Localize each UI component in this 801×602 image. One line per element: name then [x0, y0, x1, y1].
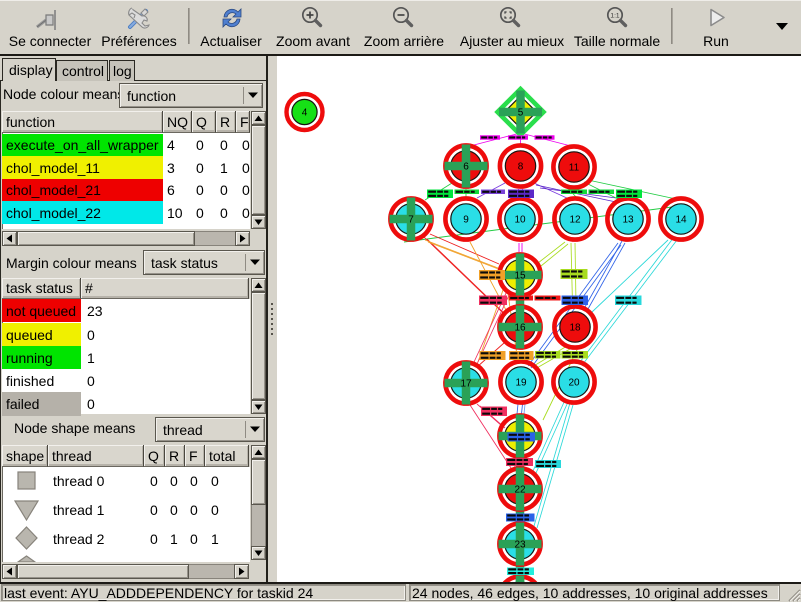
- svg-text:11: 11: [569, 163, 580, 174]
- svg-text:13: 13: [622, 215, 634, 226]
- svg-text:4: 4: [302, 108, 308, 119]
- svg-text:18: 18: [569, 323, 581, 334]
- svg-text:19: 19: [515, 378, 527, 389]
- svg-text:23: 23: [514, 540, 526, 551]
- svg-text:9: 9: [463, 215, 469, 226]
- svg-text:8: 8: [518, 162, 524, 173]
- svg-text:20: 20: [568, 378, 580, 389]
- svg-text:7: 7: [408, 215, 414, 226]
- svg-text:14: 14: [675, 215, 687, 226]
- svg-text:17: 17: [460, 379, 472, 390]
- svg-text:12: 12: [569, 215, 581, 226]
- svg-text:1:1: 1:1: [610, 13, 619, 20]
- svg-text:5: 5: [518, 108, 524, 119]
- svg-text:16: 16: [514, 323, 526, 334]
- svg-text:6: 6: [463, 162, 469, 173]
- svg-text:15: 15: [514, 271, 526, 282]
- svg-text:10: 10: [514, 215, 526, 226]
- svg-text:22: 22: [514, 485, 526, 496]
